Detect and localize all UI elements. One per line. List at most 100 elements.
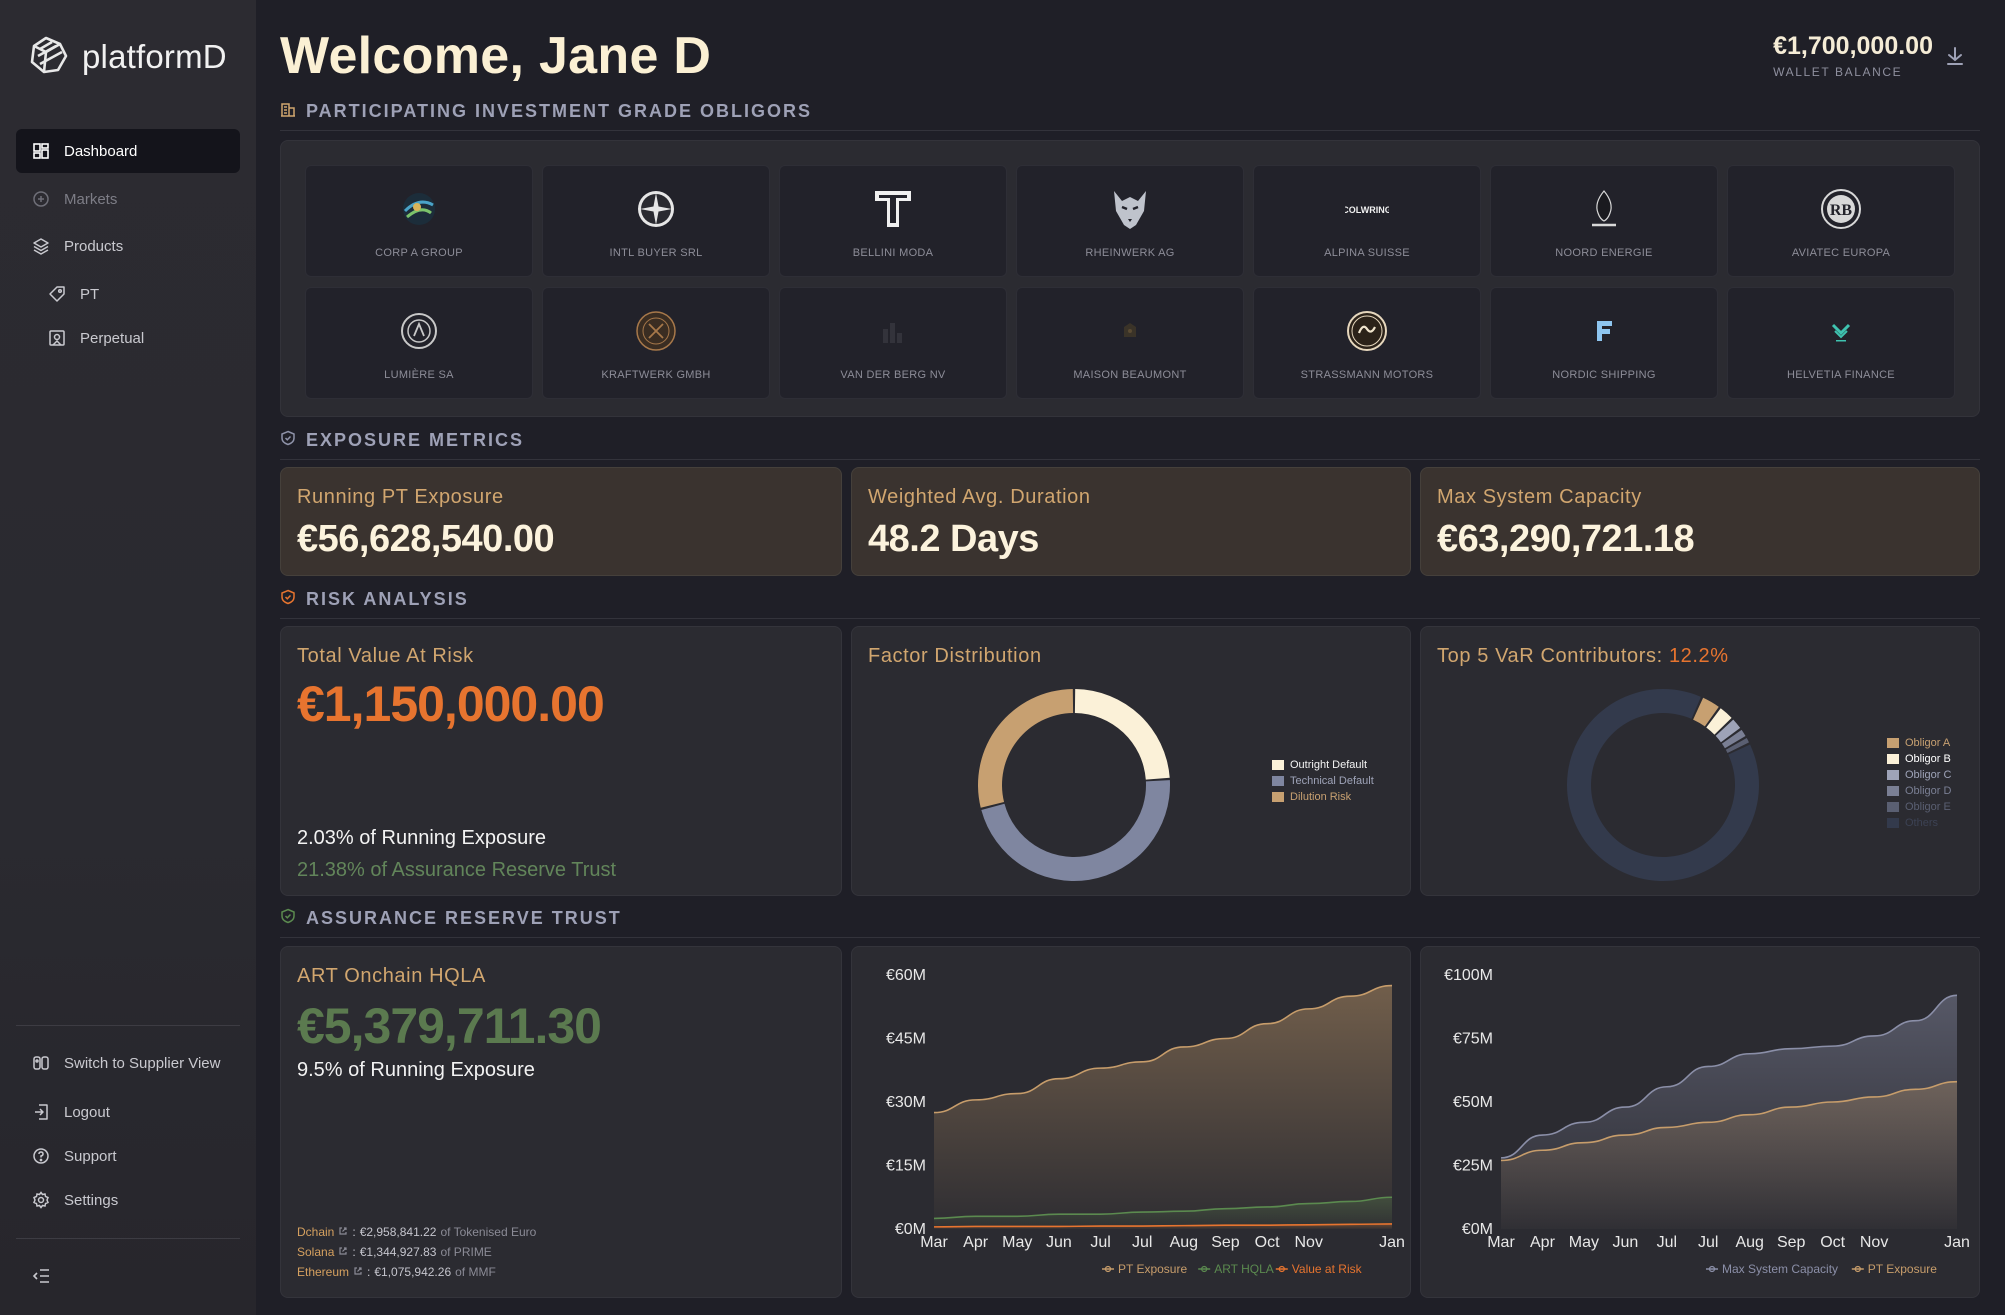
- metric-title: Weighted Avg. Duration: [868, 486, 1091, 508]
- series-line[interactable]: [1500, 994, 1958, 1159]
- chart-legend-item[interactable]: Max System Capacity: [1706, 1262, 1838, 1276]
- nav-settings[interactable]: Settings: [16, 1178, 240, 1222]
- donut-slice[interactable]: [1725, 738, 1749, 753]
- chain-amount: €2,958,841.22: [359, 1225, 437, 1239]
- section-divider: [280, 937, 1980, 938]
- obligor-name: AVIATEC EUROPA: [1791, 247, 1891, 259]
- y-tick-label: €15M: [886, 1158, 926, 1175]
- var-title: Total Value At Risk: [297, 645, 474, 667]
- chain-link[interactable]: Solana: [297, 1245, 335, 1259]
- compass-logo-icon: [634, 187, 678, 231]
- obligor-tile[interactable]: COLWRING ALPINA SUISSE: [1253, 165, 1481, 277]
- chain-row-solana: Solana : €1,344,927.83 of PRIME: [297, 1245, 492, 1259]
- wallet-amount: €1,700,000.00: [1773, 32, 1933, 60]
- obligor-tile[interactable]: RB AVIATEC EUROPA: [1727, 165, 1955, 277]
- script-badge-logo-icon: [1345, 309, 1389, 353]
- nav-pt[interactable]: PT: [32, 272, 240, 316]
- legend-item[interactable]: Dilution Risk: [1272, 789, 1374, 805]
- donut-slice[interactable]: [981, 780, 1170, 882]
- legend-item[interactable]: Obligor B: [1887, 751, 1951, 767]
- flame-logo-icon: [1582, 187, 1626, 231]
- legend-swatch: [1887, 770, 1899, 780]
- series-line[interactable]: [933, 1223, 1393, 1228]
- chart-legend-item[interactable]: PT Exposure: [1102, 1262, 1187, 1276]
- x-tick-label: Jun: [1046, 1234, 1072, 1251]
- obligor-name: NORDIC SHIPPING: [1552, 369, 1656, 381]
- x-tick-label: Apr: [1530, 1234, 1556, 1251]
- chain-row-dchain: Dchain : €2,958,841.22 of Tokenised Euro: [297, 1225, 536, 1239]
- external-link-icon[interactable]: [338, 1225, 348, 1239]
- x-tick-label: Jul: [1698, 1234, 1718, 1251]
- legend-item[interactable]: Obligor D: [1887, 783, 1951, 799]
- series-line[interactable]: [933, 984, 1393, 1114]
- obligor-tile[interactable]: VAN DER BERG NV: [779, 287, 1007, 399]
- obligor-tile[interactable]: STRASSMANN MOTORS: [1253, 287, 1481, 399]
- obligor-tile[interactable]: NOORD ENERGIE: [1490, 165, 1718, 277]
- legend-item[interactable]: Outright Default: [1272, 757, 1374, 773]
- donut-slice[interactable]: [1706, 708, 1732, 735]
- chart-legend-item[interactable]: PT Exposure: [1851, 1262, 1937, 1276]
- legend-label: Technical Default: [1290, 775, 1374, 787]
- page-title: Welcome, Jane D: [280, 27, 712, 85]
- obligor-tile[interactable]: HELVETIA FINANCE: [1727, 287, 1955, 399]
- obligor-name: RHEINWERK AG: [1085, 247, 1175, 259]
- external-link-icon[interactable]: [353, 1265, 363, 1279]
- obligor-tile[interactable]: CORP A GROUP: [305, 165, 533, 277]
- area-fill: [934, 985, 1392, 1229]
- obligor-panel: CORP A GROUP INTL BUYER SRL BELLINI MODA…: [280, 140, 1980, 417]
- logout-icon: [32, 1103, 50, 1121]
- nav-switch-label: Switch to Supplier View: [64, 1054, 221, 1072]
- chain-link[interactable]: Ethereum: [297, 1265, 350, 1279]
- exposure-area-chart-card: €0M €15M €30M €45M €60M Mar Apr May Jun Jul Jul Aug…: [851, 946, 1411, 1298]
- nav-products[interactable]: Products: [16, 224, 240, 268]
- obligor-tile[interactable]: RHEINWERK AG: [1016, 165, 1244, 277]
- chart-legend-item[interactable]: Value at Risk: [1275, 1262, 1363, 1276]
- legend-item[interactable]: Obligor C: [1887, 767, 1951, 783]
- donut-slice[interactable]: [978, 689, 1074, 808]
- x-tick-label: Oct: [1820, 1234, 1845, 1251]
- legend-item[interactable]: Others: [1887, 815, 1951, 831]
- x-tick-label: Sep: [1777, 1234, 1806, 1251]
- series-line[interactable]: [933, 1196, 1393, 1220]
- nav-support[interactable]: Support: [16, 1134, 240, 1178]
- nav-markets[interactable]: Markets: [16, 177, 240, 221]
- obligor-tile[interactable]: MAISON BEAUMONT: [1016, 287, 1244, 399]
- svg-text:Max System Capacity: Max System Capacity: [1722, 1262, 1838, 1276]
- legend-item[interactable]: Technical Default: [1272, 773, 1374, 789]
- section-risk-title: RISK ANALYSIS: [306, 589, 469, 609]
- external-link-icon[interactable]: [338, 1245, 348, 1259]
- donut-slice[interactable]: [1693, 697, 1719, 727]
- donut-slice[interactable]: [1715, 719, 1741, 743]
- metric-value: 48.2 Days: [868, 518, 1039, 560]
- obligor-name: ALPINA SUISSE: [1324, 247, 1410, 259]
- legend-swatch: [1272, 760, 1284, 770]
- nav-logout[interactable]: Logout: [16, 1090, 240, 1134]
- chain-link[interactable]: Dchain: [297, 1225, 335, 1239]
- obligor-tile[interactable]: KRAFTWERK GMBH: [542, 287, 770, 399]
- obligor-tile[interactable]: LUMIÈRE SA: [305, 287, 533, 399]
- building-icon: [280, 101, 296, 122]
- area-fill: [1501, 1081, 1957, 1229]
- obligor-tile[interactable]: NORDIC SHIPPING: [1490, 287, 1718, 399]
- tag-icon: [48, 285, 66, 303]
- obligor-tile[interactable]: BELLINI MODA: [779, 165, 1007, 277]
- nav-switch-supplier[interactable]: Switch to Supplier View: [16, 1041, 240, 1085]
- var-pct-exposure: 2.03% of Running Exposure: [297, 827, 547, 849]
- series-line[interactable]: [1500, 1080, 1958, 1162]
- donut-slice[interactable]: [1074, 689, 1170, 780]
- donut-slice[interactable]: [1721, 729, 1746, 749]
- brand-logo[interactable]: platformD: [26, 32, 227, 82]
- collapse-sidebar-icon[interactable]: [32, 1266, 52, 1286]
- y-tick-label: €0M: [1462, 1221, 1493, 1238]
- nav-dashboard[interactable]: Dashboard: [16, 129, 240, 173]
- download-icon[interactable]: [1943, 44, 1967, 68]
- shield-warning-icon: [280, 589, 296, 610]
- chain-note: of PRIME: [440, 1245, 492, 1259]
- legend-item[interactable]: Obligor E: [1887, 799, 1951, 815]
- chart-legend-item[interactable]: ART HQLA: [1198, 1262, 1274, 1276]
- obligor-tile[interactable]: INTL BUYER SRL: [542, 165, 770, 277]
- nav-perpetual[interactable]: Perpetual: [32, 316, 240, 360]
- wolf-logo-icon: [1108, 187, 1152, 231]
- legend-item[interactable]: Obligor A: [1887, 735, 1951, 751]
